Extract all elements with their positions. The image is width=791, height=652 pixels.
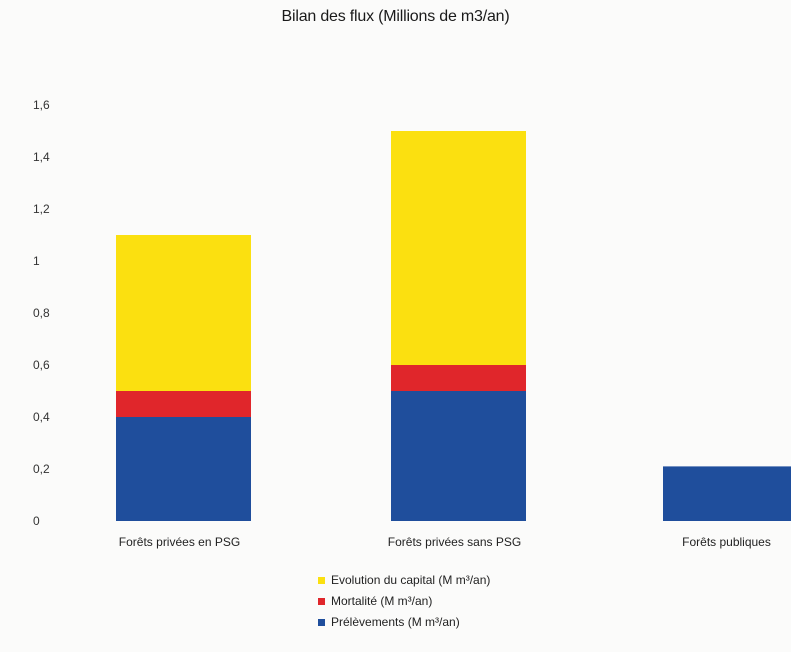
legend-item: Evolution du capital (M m³/an): [318, 570, 490, 590]
legend-swatch: [318, 597, 325, 605]
legend-label: Evolution du capital (M m³/an): [331, 573, 491, 587]
bar-segment: [116, 235, 251, 391]
y-tick-label: 0,4: [33, 410, 50, 424]
legend-swatch: [318, 576, 325, 584]
x-tick-label: Forêts privées en PSG: [119, 535, 240, 549]
y-tick-label: 0,6: [33, 358, 50, 372]
legend-label: Mortalité (M m³/an): [331, 594, 433, 608]
y-tick-label: 1,4: [33, 150, 50, 164]
x-axis-ticks: Forêts privées en PSG Forêts privées sans…: [119, 535, 771, 549]
bar-segment: [391, 365, 526, 391]
x-tick-label: Forêts privées sans PSG: [388, 535, 521, 549]
y-tick-label: 1,2: [33, 202, 50, 216]
legend-item: Mortalité (M m³/an): [318, 591, 490, 611]
bar-segment: [391, 131, 526, 365]
bars-group: [116, 131, 791, 521]
y-tick-label: 0,8: [33, 306, 50, 320]
y-tick-label: 1: [33, 254, 40, 268]
chart-legend: Evolution du capital (M m³/an) Mortalité …: [318, 570, 490, 633]
bar-segment: [391, 391, 526, 521]
y-tick-label: 1,6: [33, 98, 50, 112]
chart-title: Bilan des flux (Millions de m3/an): [281, 8, 510, 25]
x-tick-label: Forêts publiques: [682, 535, 771, 549]
y-tick-label: 0: [33, 514, 40, 528]
legend-swatch: [318, 618, 325, 626]
bar-segment: [116, 391, 251, 417]
y-tick-label: 0,2: [33, 462, 50, 476]
y-axis-ticks: 0 0,2 0,4 0,6 0,8 1 1,2 1,4 1,6: [33, 98, 50, 528]
legend-item: Prélèvements (M m³/an): [318, 612, 490, 632]
bar-segment: [116, 417, 251, 521]
bar-segment: [663, 466, 791, 521]
legend-label: Prélèvements (M m³/an): [331, 615, 460, 629]
